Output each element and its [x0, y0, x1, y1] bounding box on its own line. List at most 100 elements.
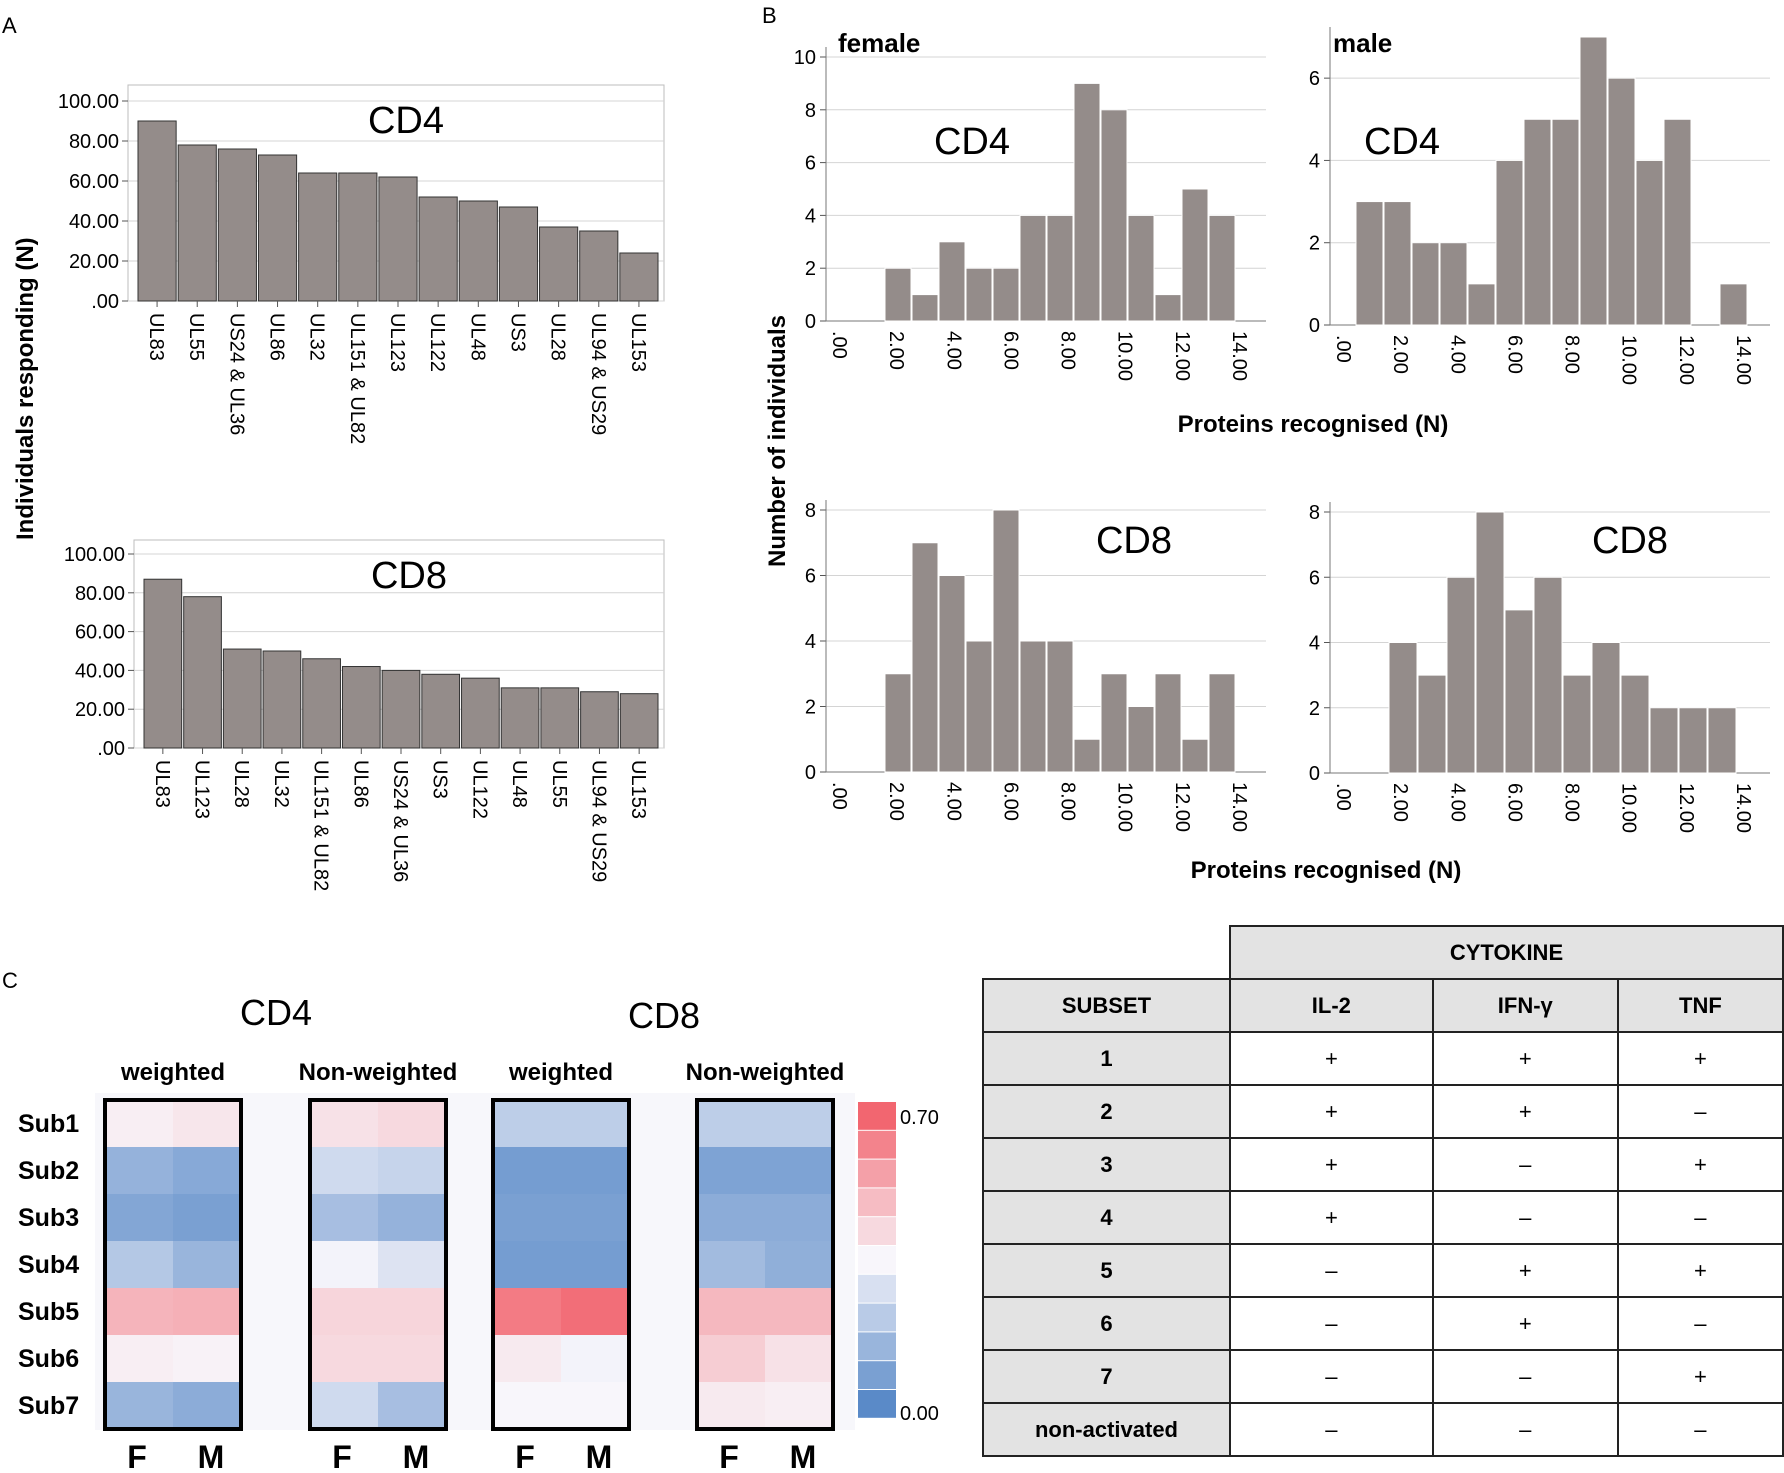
x-tick-label: UL48: [508, 760, 530, 808]
heatmap-cell: [378, 1147, 446, 1194]
x-tick-label: 8.00: [1057, 782, 1079, 821]
x-tick-label: 10.00: [1618, 783, 1640, 833]
y-tick-label: 6: [805, 153, 816, 175]
x-tick-label: US3: [429, 760, 451, 799]
heatmap-cell: [310, 1288, 378, 1335]
histogram-bar: [1446, 576, 1476, 774]
bar: [262, 650, 302, 749]
bar: [619, 252, 659, 302]
table-header-row: SUBSET IL-2 IFN-γ TNF: [982, 978, 1784, 1033]
x-tick-label: 14.00: [1228, 331, 1250, 381]
x-tick-label: 12.00: [1171, 331, 1193, 381]
histogram-bar: [938, 575, 966, 773]
marker-cell: +: [1431, 1296, 1619, 1351]
row-label: Sub7: [18, 1392, 79, 1420]
x-tick-label: UL122: [426, 313, 448, 372]
x-tick-label: UL32: [306, 313, 328, 361]
column-label: M: [790, 1439, 817, 1473]
heatmap-title-cd4: CD4: [240, 992, 312, 1033]
y-tick-label: 10: [794, 47, 816, 69]
y-tick-label: 40.00: [75, 660, 125, 682]
histogram-bar: [911, 542, 939, 773]
heatmap-block-border: [491, 1098, 631, 1431]
y-tick-label: 20.00: [75, 699, 125, 721]
histogram-bar: [1388, 642, 1418, 774]
marker-cell: +: [1431, 1084, 1619, 1139]
heatmap-cell: [105, 1100, 173, 1147]
y-tick-label: 2: [805, 697, 816, 719]
y-tick-label: 0: [1309, 763, 1320, 785]
bar: [143, 578, 183, 749]
heatmap-cell: [493, 1100, 561, 1147]
histogram-bar: [992, 267, 1020, 322]
bar: [539, 226, 579, 302]
y-tick-label: 8: [1309, 502, 1320, 524]
heatmap-cell: [105, 1288, 173, 1335]
column-label: F: [719, 1439, 739, 1473]
y-tick-label: .00: [91, 291, 119, 313]
heatmap-cell: [310, 1100, 378, 1147]
x-tick-label: UL28: [547, 313, 569, 361]
y-tick-label: 8: [805, 100, 816, 122]
heatmap-cell: [105, 1194, 173, 1241]
heatmap-cell: [561, 1194, 629, 1241]
x-tick-label: UL55: [185, 313, 207, 361]
marker-cell: +: [1616, 1349, 1784, 1404]
x-tick-label: UL153: [627, 760, 649, 819]
chart-title: CD8: [1592, 520, 1668, 562]
y-tick-label: 100.00: [58, 91, 119, 113]
histogram-bar: [1208, 673, 1236, 773]
heatmap-cell: [561, 1382, 629, 1429]
y-tick-label: 0: [805, 762, 816, 784]
bar: [579, 230, 619, 302]
histogram-bar: [1504, 609, 1534, 774]
heatmap-cell: [561, 1288, 629, 1335]
x-tick-label: UL55: [548, 760, 570, 808]
marker-cell: +: [1228, 1084, 1434, 1139]
histogram-bar: [1411, 242, 1440, 326]
subset-cell: 4: [982, 1190, 1231, 1245]
heatmap-cell: [697, 1288, 765, 1335]
marker-cell: +: [1431, 1031, 1619, 1086]
marker-cell: +: [1228, 1137, 1434, 1192]
marker-cell: –: [1228, 1296, 1434, 1351]
marker-cell: +: [1616, 1137, 1784, 1192]
x-tick-label: UL48: [466, 313, 488, 361]
y-tick-label: 2: [805, 258, 816, 280]
row-label: Sub5: [18, 1298, 79, 1326]
chart-subtitle: male: [1333, 28, 1392, 58]
subset-cell: 5: [982, 1243, 1231, 1298]
column-label: F: [127, 1439, 147, 1473]
row-label: Sub3: [18, 1204, 79, 1232]
heatmap-cell: [378, 1288, 446, 1335]
x-tick-label: 10.00: [1618, 335, 1640, 385]
panel-label-a: A: [2, 13, 17, 38]
y-tick-label: 40.00: [69, 211, 119, 233]
bar: [498, 206, 539, 302]
x-tick-label: 12.00: [1171, 782, 1193, 832]
heatmap-cell: [493, 1194, 561, 1241]
table-row: 7– – +: [982, 1349, 1784, 1404]
y-tick-label: 2: [1309, 698, 1320, 720]
chart-title: CD8: [1096, 520, 1172, 562]
legend-swatch: [858, 1332, 896, 1361]
histogram-bar: [1551, 118, 1580, 326]
heatmap-cell: [173, 1100, 241, 1147]
bar: [421, 673, 461, 749]
x-tick-label: 8.00: [1561, 783, 1583, 822]
heatmap-cell: [765, 1147, 833, 1194]
col-header-ifng: IFN-γ: [1431, 978, 1619, 1033]
table-row: 4 + – –: [982, 1190, 1784, 1245]
heatmap-cell: [173, 1335, 241, 1382]
y-tick-label: 80.00: [69, 131, 119, 153]
column-label: M: [586, 1439, 613, 1473]
histogram-bar: [1127, 706, 1155, 773]
histogram-bar: [1523, 118, 1552, 326]
y-tick-label: 60.00: [75, 622, 125, 644]
heatmap-cell: [173, 1147, 241, 1194]
col-header-tnf: TNF: [1616, 978, 1784, 1033]
